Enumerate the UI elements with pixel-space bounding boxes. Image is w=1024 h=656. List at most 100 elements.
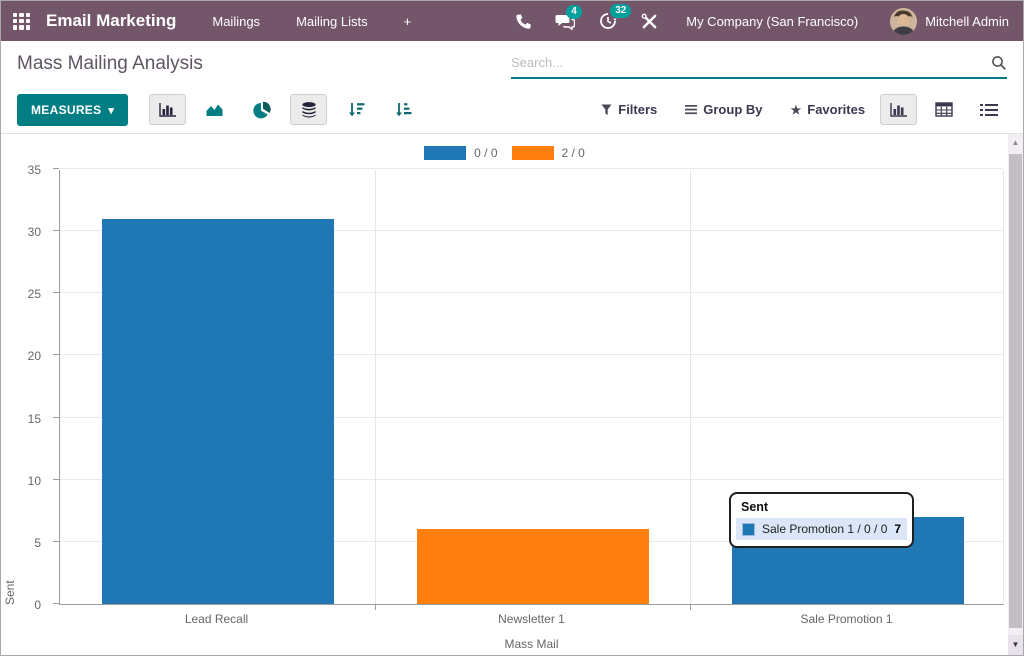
y-axis-tick-label: 25 [27,287,41,302]
y-axis-tick-label: 10 [27,473,41,488]
chart-tooltip: Sent Sale Promotion 1 / 0 / 0 7 [729,492,915,548]
filters-menu[interactable]: Filters [601,102,657,117]
group-by-icon [685,105,698,115]
bar-newsletter-1[interactable] [416,529,649,604]
phone-icon [516,13,532,29]
sort-amount-asc-icon [395,103,412,117]
y-axis-tick [53,540,59,542]
tooltip-value: 7 [894,522,902,536]
control-panel-top: Mass Mailing Analysis [1,41,1023,86]
list-view-button[interactable] [970,94,1007,125]
x-axis-title: Mass Mail [504,637,559,651]
gridline-vertical [690,170,691,604]
messages-badge: 4 [566,4,582,19]
sort-descending-button[interactable] [337,94,374,125]
filters-label: Filters [618,102,658,117]
measures-button[interactable]: MEASURES [17,93,129,126]
graph-view: 0 / 0 2 / 0 Sent 0 5 10 15 20 25 30 35 Lead Reca… [1,134,1023,655]
messages-button[interactable]: 4 [555,4,582,30]
stacked-button[interactable] [290,94,328,125]
tooltip-series-swatch [742,522,755,536]
voip-phone-button[interactable] [514,13,532,30]
top-navbar: Email Marketing Mailings Mailing Lists +… [1,1,1023,41]
user-menu[interactable]: Mitchell Admin [890,7,1009,35]
group-by-menu[interactable]: Group By [685,102,763,117]
chevron-down-icon [108,103,114,117]
y-axis-tick [53,478,59,480]
activities-badge: 32 [610,4,632,18]
legend-label: 0 / 0 [474,146,498,160]
gridline-vertical [375,170,376,604]
legend-item[interactable]: 2 / 0 [511,146,585,160]
legend-swatch [424,146,467,160]
bar-chart-icon [159,103,177,117]
search-input[interactable] [511,55,991,70]
y-axis-tick [53,354,59,356]
database-icon [302,101,316,118]
star-icon [791,102,802,117]
favorites-label: Favorites [807,102,866,117]
group-by-label: Group By [703,102,763,117]
app-name[interactable]: Email Marketing [46,11,177,30]
apps-menu-icon[interactable] [13,12,30,30]
y-axis-tick-label: 20 [27,349,41,364]
pivot-table-icon [934,102,953,117]
x-axis-tick [690,604,691,610]
clock-icon [600,13,617,29]
y-axis-tick-label: 30 [27,225,41,240]
chat-bubbles-icon [555,14,576,30]
navbar-systray: 4 32 My Company (San Francisco) [514,4,1009,35]
scroll-up-arrow-icon[interactable] [1008,134,1023,152]
y-axis-tick-label: 35 [27,163,41,177]
favorites-menu[interactable]: Favorites [791,102,866,117]
y-axis-tick [53,292,59,294]
search-icon[interactable] [991,55,1007,71]
area-chart-icon [206,104,223,116]
bar-chart-button[interactable] [149,94,187,125]
user-name: Mitchell Admin [925,13,1009,29]
debug-tools-button[interactable] [641,13,658,30]
y-axis-tick [53,230,59,232]
x-axis-category-label: Lead Recall [184,612,249,626]
y-axis-tick [53,416,59,418]
tooltip-title: Sent [741,500,769,514]
tools-icon [641,13,657,28]
legend-item[interactable]: 0 / 0 [424,146,498,160]
gridline-horizontal [60,416,1003,418]
view-switcher [880,94,1007,125]
graph-view-icon [890,103,907,117]
y-axis: 0 5 10 15 20 25 30 35 [1,163,53,612]
search-filter-menus: Filters Group By Favorites [601,102,865,117]
scrollbar-thumb[interactable] [1009,154,1022,628]
chart-plot-area [53,168,1004,610]
menu-plus[interactable]: + [403,13,412,29]
scroll-down-arrow-icon[interactable] [1008,635,1023,655]
activities-button[interactable]: 32 [599,4,632,30]
gridline-horizontal [60,292,1003,294]
x-axis-category-label: Newsletter 1 [498,612,565,626]
control-panel-toolbar: MEASURES [1,86,1023,134]
pie-chart-button[interactable] [243,94,280,125]
tooltip-row: Sale Promotion 1 / 0 / 0 7 [736,518,908,540]
tooltip-label: Sale Promotion 1 / 0 / 0 [762,522,888,536]
graph-view-button[interactable] [880,94,917,125]
user-avatar [890,7,918,35]
chart-legend: 0 / 0 2 / 0 [1,146,1008,160]
sort-ascending-button[interactable] [384,94,421,125]
vertical-scrollbar [1008,134,1023,655]
line-chart-button[interactable] [196,94,233,125]
x-axis-category-label: Sale Promotion 1 [800,612,893,626]
y-axis-tick-label: 15 [27,411,41,426]
legend-swatch [511,146,554,160]
page-title: Mass Mailing Analysis [17,52,203,74]
company-switcher[interactable]: My Company (San Francisco) [686,13,859,29]
pivot-view-button[interactable] [925,94,962,125]
y-axis-tick-label: 5 [34,535,41,550]
bar-lead-recall[interactable] [101,218,334,604]
list-view-icon [979,103,998,116]
y-axis-tick-label: 0 [34,598,41,612]
menu-mailing-lists[interactable]: Mailing Lists [296,13,368,29]
measures-label: MEASURES [31,102,102,117]
menu-mailings[interactable]: Mailings [212,13,261,29]
